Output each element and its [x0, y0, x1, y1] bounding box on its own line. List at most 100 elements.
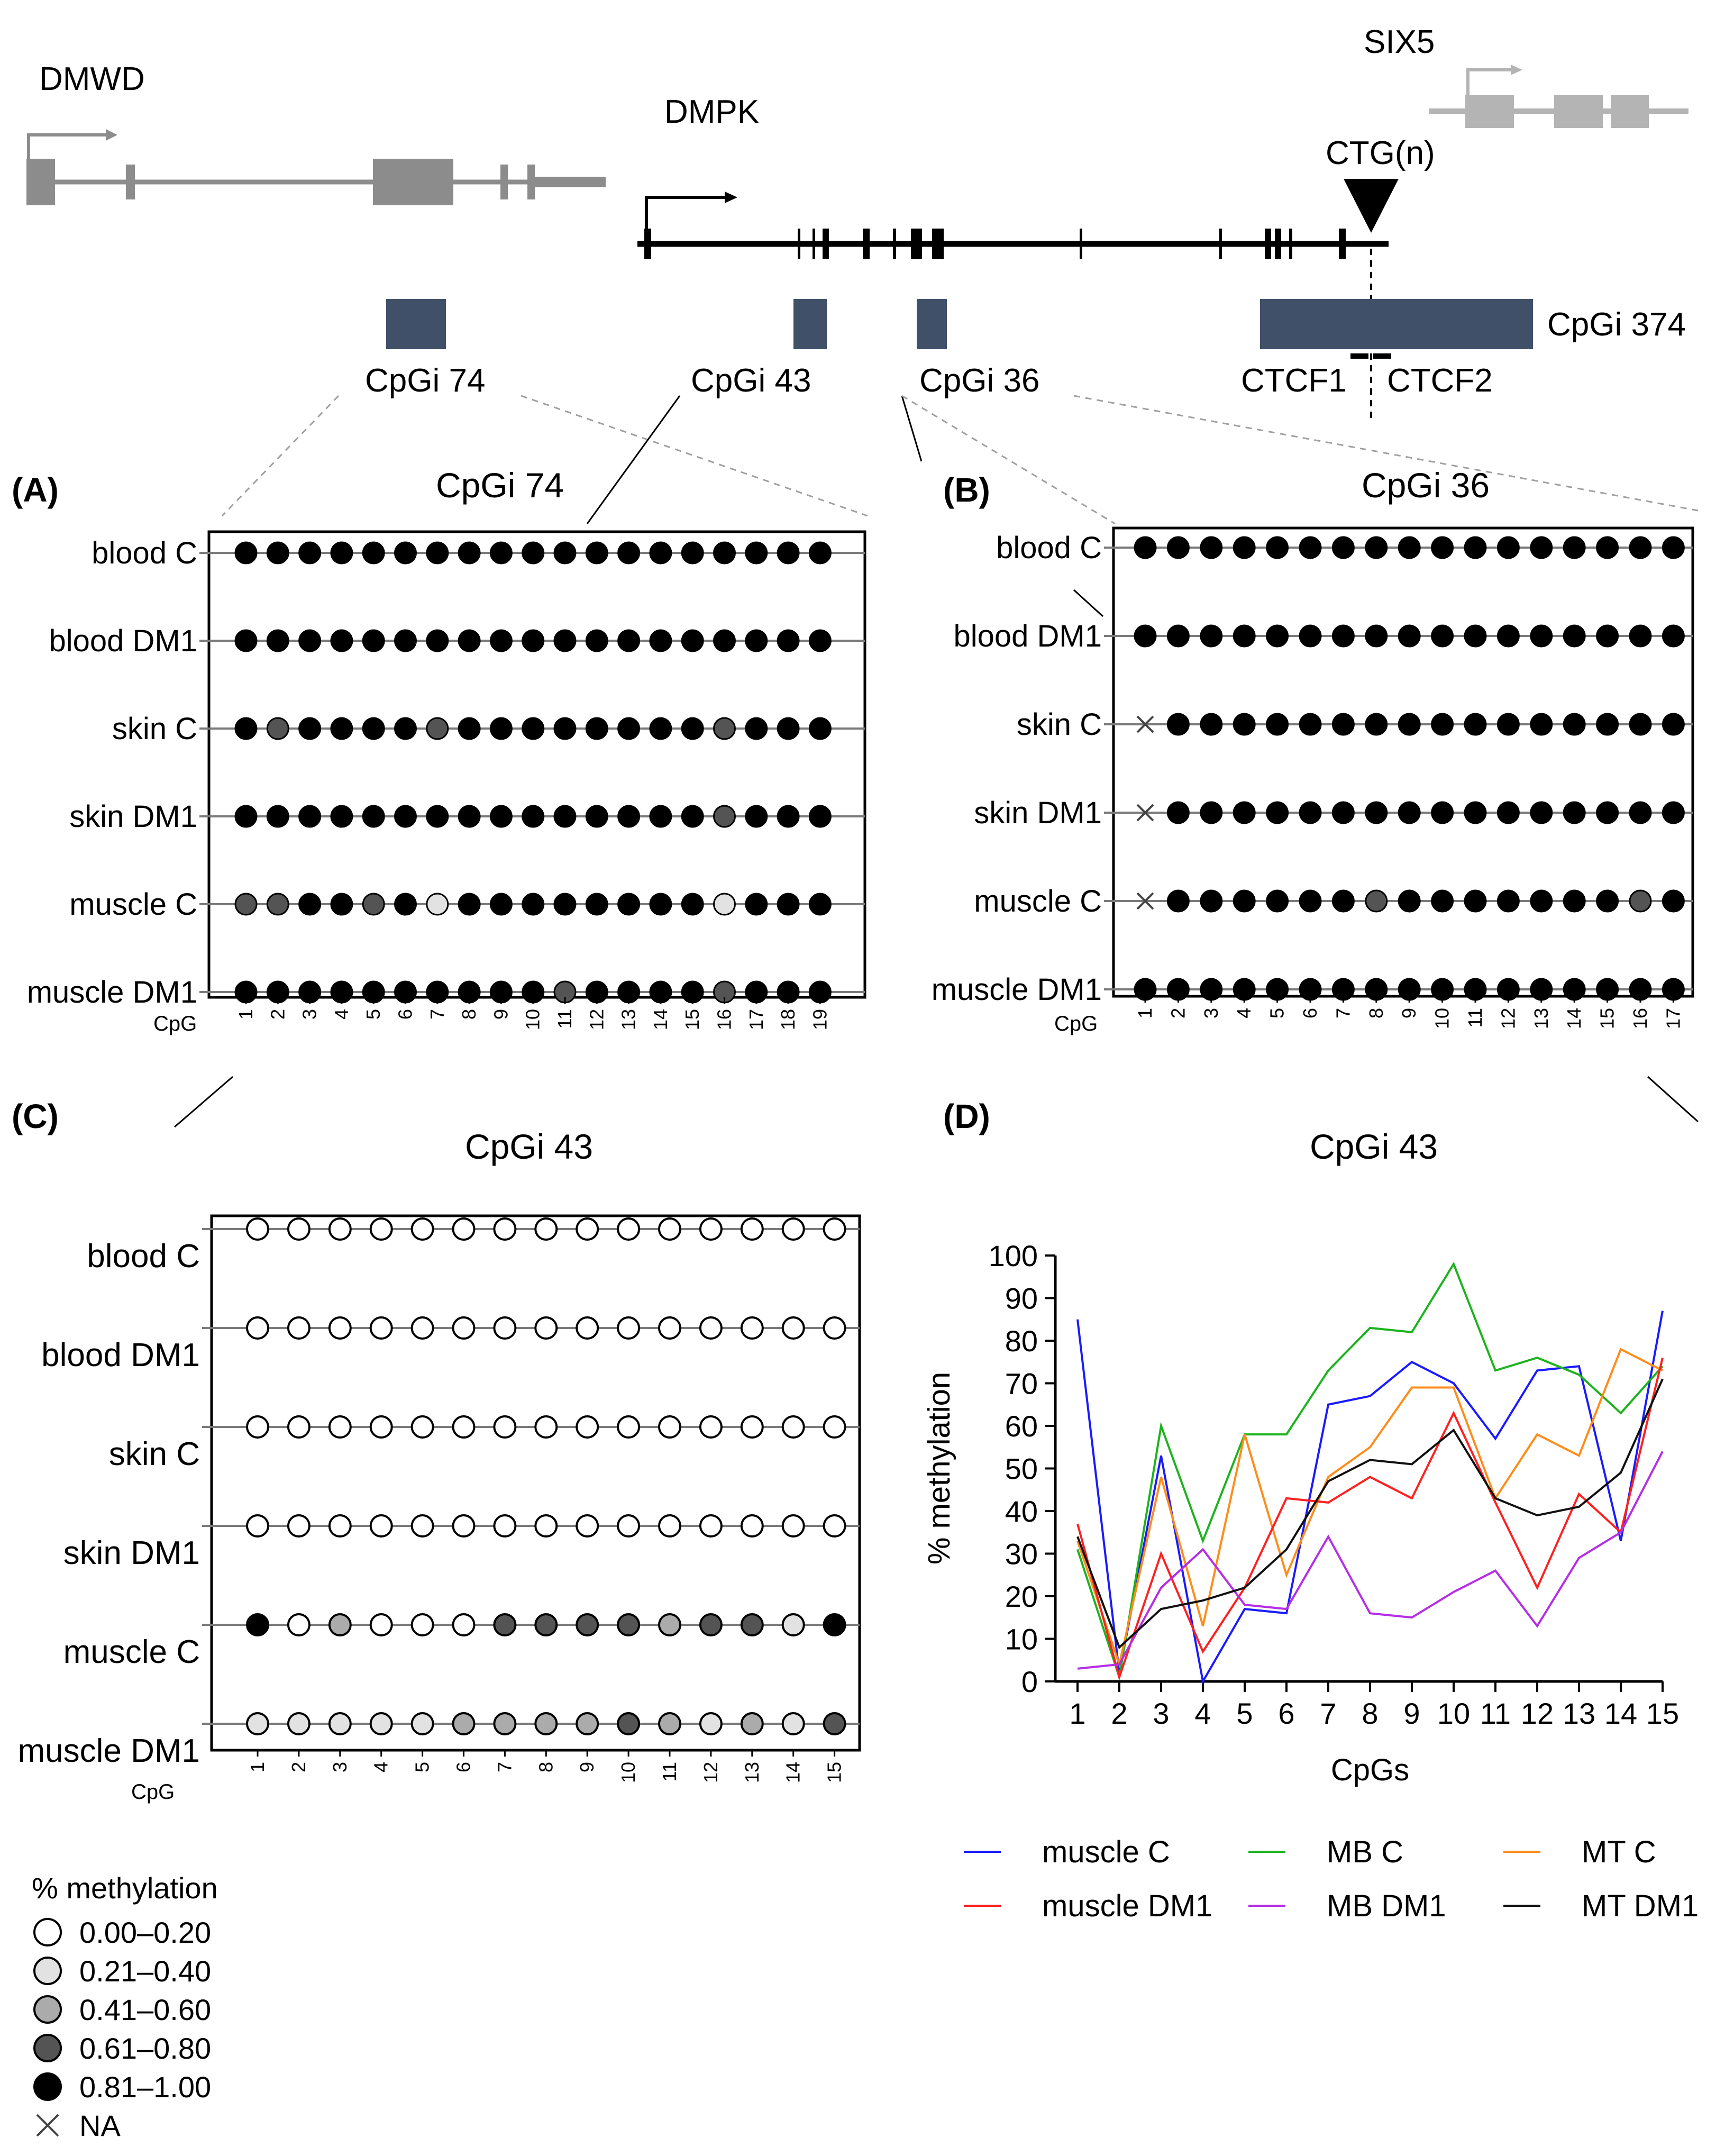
cpg-axis-label: CpG: [153, 1012, 197, 1035]
methylation-dot: [394, 629, 417, 652]
methylation-dot: [617, 1613, 641, 1636]
x-tick-label: 10: [1437, 1697, 1470, 1730]
column-label: 5: [362, 1009, 384, 1020]
methylation-dot: [266, 805, 289, 828]
methylation-dot: [713, 541, 736, 565]
methylation-dot: [1496, 889, 1520, 913]
methylation-dot: [1299, 713, 1322, 736]
methylation-dot: [740, 1217, 764, 1241]
panel-c-cpgi43-heatmap: CpGi 43 blood C blood DM1 skin C skin DM1 mus…: [17, 1127, 861, 1804]
column-label: 6: [1299, 1008, 1321, 1018]
methylation-dot: [699, 1712, 723, 1735]
methylation-dot: [1200, 801, 1223, 824]
methylation-dot: [1233, 713, 1256, 736]
column-label: 1: [235, 1009, 257, 1020]
cpg-axis-label: CpG: [131, 1780, 175, 1804]
row-label: blood DM1: [41, 1337, 200, 1373]
methylation-dot: [394, 893, 417, 916]
legend-na-label: NA: [79, 2109, 121, 2142]
methylation-dot: [489, 805, 513, 828]
gene-label-six5: SIX5: [1364, 24, 1435, 60]
methylation-dot: [246, 1712, 269, 1735]
methylation-dot: [617, 717, 641, 740]
methylation-dot: [1365, 713, 1388, 736]
methylation-dot: [246, 1415, 269, 1439]
methylation-dot: [287, 1316, 311, 1340]
methylation-dot: [410, 1514, 434, 1538]
methylation-dot: [617, 1712, 641, 1735]
methylation-dot: [1662, 536, 1685, 559]
legend-bin-label: 0.00–0.20: [79, 1916, 211, 1949]
methylation-dot: [534, 1613, 558, 1636]
ctcf1-label: CTCF1: [1241, 362, 1347, 399]
methylation-dot: [362, 541, 385, 565]
methylation-dot: [1166, 624, 1190, 648]
column-label: 7: [1332, 1008, 1354, 1018]
methylation-dot: [1266, 889, 1289, 913]
x-tick-label: 6: [1278, 1697, 1294, 1730]
methylation-dot: [649, 629, 672, 652]
row-label: skin DM1: [69, 799, 197, 834]
methylation-dot: [699, 1316, 723, 1340]
methylation-dot: [362, 717, 385, 740]
methylation-dot: [1266, 801, 1289, 824]
methylation-dot: [1431, 713, 1454, 736]
island-label-374: CpGi 374: [1547, 306, 1686, 343]
methylation-dot: [1431, 536, 1454, 559]
methylation-dot: [1365, 801, 1388, 824]
methylation-dot: [1662, 801, 1685, 824]
methylation-dot: [493, 1514, 517, 1538]
methylation-dot: [1563, 801, 1586, 824]
column-label: 2: [267, 1009, 288, 1020]
methylation-dot: [328, 1613, 352, 1636]
column-label: 11: [659, 1762, 680, 1781]
column-label: 1: [1134, 1008, 1156, 1018]
methylation-dot: [522, 893, 545, 916]
methylation-dot: [823, 1316, 846, 1340]
cpg-island-blocks: [386, 299, 1533, 349]
legend-bin-label: 0.61–0.80: [79, 2032, 211, 2065]
column-label: 15: [824, 1762, 845, 1783]
methylation-dot: [658, 1712, 681, 1735]
column-label: 10: [1431, 1008, 1453, 1029]
dmwd-gene-model: [26, 129, 606, 205]
legend-label: MB C: [1327, 1835, 1403, 1869]
methylation-dot: [522, 629, 545, 652]
methylation-dot: [246, 1514, 269, 1538]
methylation-dot: [781, 1514, 805, 1538]
methylation-dot: [617, 1415, 641, 1439]
methylation-dot: [369, 1514, 393, 1538]
methylation-dot: [369, 1217, 393, 1241]
methylation-dot: [1200, 713, 1223, 736]
methylation-dot: [534, 1415, 558, 1439]
legend-title: % methylation: [32, 1871, 218, 1905]
row-label: muscle C: [974, 884, 1102, 918]
column-label: 14: [1563, 1008, 1585, 1029]
x-tick-label: 14: [1604, 1697, 1637, 1730]
methylation-dot: [234, 629, 258, 652]
x-tick-label: 5: [1236, 1697, 1253, 1730]
methylation-dot: [1299, 624, 1322, 648]
methylation-dot: [681, 717, 704, 740]
x-tick-label: 9: [1403, 1697, 1420, 1730]
methylation-dot: [553, 805, 577, 828]
panel-letter-b: (B): [943, 471, 990, 509]
methylation-dot: [681, 629, 704, 652]
plot-frame: [210, 1214, 861, 1752]
methylation-dot: [452, 1613, 476, 1636]
panel-a-cpgi74-heatmap: CpGi 74 blood C blood DM1 skin C skin DM1 mus…: [27, 466, 866, 1035]
methylation-dot: [298, 893, 322, 916]
methylation-dot: [1365, 889, 1388, 913]
methylation-dot: [287, 1217, 311, 1241]
methylation-dot: [1266, 713, 1289, 736]
methylation-dot: [777, 805, 800, 828]
methylation-dot: [617, 805, 641, 828]
y-tick-label: 100: [989, 1239, 1038, 1272]
methylation-dot: [266, 541, 289, 565]
methylation-dot: [745, 541, 768, 565]
methylation-dot: [585, 805, 608, 828]
methylation-dot: [298, 717, 322, 740]
ctcf2-label: CTCF2: [1387, 362, 1493, 399]
column-label: 17: [745, 1009, 767, 1030]
column-label: 13: [741, 1762, 763, 1783]
